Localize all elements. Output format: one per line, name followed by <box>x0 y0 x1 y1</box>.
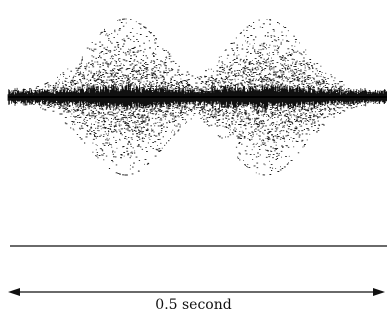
duration-arrow-right-head <box>373 288 385 296</box>
waveform-core <box>7 83 387 112</box>
duration-arrow-left-head <box>8 288 20 296</box>
duration-label: 0.5 second <box>155 297 232 313</box>
duration-arrow <box>8 288 385 296</box>
